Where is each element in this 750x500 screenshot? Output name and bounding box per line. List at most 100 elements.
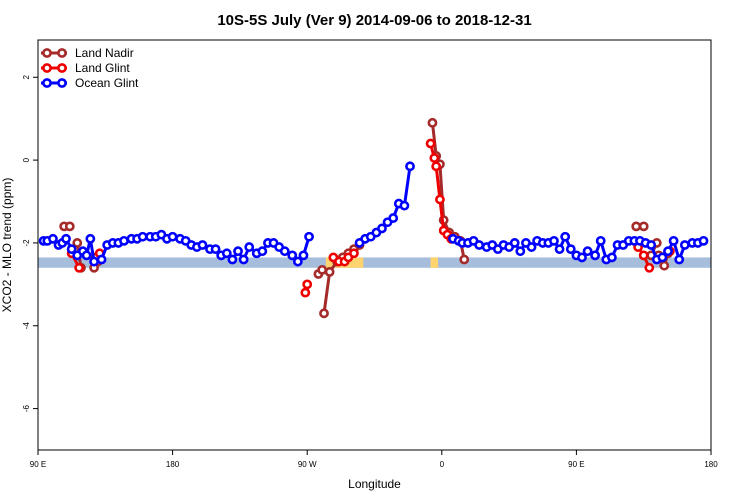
band-segment-4 [431,257,434,268]
data-point [582,246,593,257]
data-point [679,240,690,250]
data-point [137,231,148,242]
data-point [279,246,290,257]
data-point [61,233,71,244]
legend-item: Ocean Glint [41,76,139,90]
data-point [595,235,606,246]
x-tick-label: 90 E [30,460,46,469]
legend-marker [57,63,67,73]
data-point [459,254,470,265]
data-point [590,250,600,261]
data-point [577,252,587,263]
data-point [674,254,685,265]
legend-marker [42,48,52,58]
data-point [257,246,268,257]
y-tick-label: -2 [22,239,31,247]
data-point [638,221,649,232]
plot-frame [37,39,712,451]
data-point [657,252,668,263]
legend-label: Ocean Glint [75,76,139,90]
legend-marker [42,63,52,73]
legend-label: Land Nadir [75,46,134,60]
data-point [405,161,415,172]
data-point [89,256,99,267]
y-tick-label: -4 [22,322,31,330]
series-ocean-glint [38,161,709,267]
data-point [698,235,709,246]
data-point [324,267,335,277]
legend-marker [57,78,67,88]
data-point [96,254,107,265]
data-point [74,262,85,273]
data-point [197,240,208,250]
data-point [560,231,571,242]
data-point [66,244,77,255]
data-point [388,213,399,223]
data-point [427,117,438,128]
data-point [631,221,642,232]
y-axis-label: XCO2 - MLO trend (ppm) [0,178,14,313]
data-point [638,250,649,261]
series-land-glint [66,138,675,298]
data-point [119,235,129,246]
data-point [515,246,526,257]
y-tick-label: 0 [22,157,31,162]
data-point [304,231,314,242]
data-point [300,287,311,298]
x-tick-label: 90 W [298,460,317,469]
data-point [48,233,58,244]
data-point [435,194,445,205]
data-point [644,262,655,273]
legend-item: Land Nadir [41,46,134,60]
data-point [210,244,221,255]
data-point [349,248,359,259]
data-point [646,240,657,250]
data-point [668,235,679,246]
x-tick-label: 180 [166,460,180,469]
data-point [377,223,387,234]
data-point [302,279,313,290]
data-point [319,308,329,319]
y-axis: -6 -4 -2 0 2 [22,74,38,412]
data-point [244,242,255,252]
data-point [431,161,442,172]
data-point [167,231,178,242]
series-layer [38,117,709,319]
data-point [425,138,436,149]
x-tick-label: 180 [704,460,718,469]
x-tick-label: 0 [440,460,445,469]
band-segment-0 [38,257,711,268]
band-segment-5 [433,257,438,268]
data-point [298,250,309,261]
data-point [474,240,485,250]
data-point [238,254,249,265]
data-point [292,256,303,267]
data-point [72,238,83,248]
data-point [233,246,243,257]
x-axis-label: Longitude [348,477,401,491]
legend-marker [57,48,67,58]
data-point [565,244,576,255]
legend-item: Land Glint [41,61,130,75]
data-point [429,153,440,163]
data-point [607,252,617,263]
data-point [81,250,92,261]
x-axis: 90 E 180 90 W 0 90 E 180 [30,450,718,469]
legend-marker [42,78,52,88]
y-tick-label: 2 [22,74,31,79]
legend-label: Land Glint [75,61,130,75]
data-point [659,260,670,271]
chart-title: 10S-5S July (Ver 9) 2014-09-06 to 2018-1… [217,12,531,29]
data-point [399,200,410,211]
x-tick-label: 90 E [568,460,584,469]
data-point [227,254,238,265]
data-point [317,264,328,275]
y-tick-label: -6 [22,404,31,412]
data-point [549,235,559,246]
data-point [85,233,96,244]
data-point [287,250,298,261]
data-point [221,248,232,259]
data-point [663,246,673,257]
